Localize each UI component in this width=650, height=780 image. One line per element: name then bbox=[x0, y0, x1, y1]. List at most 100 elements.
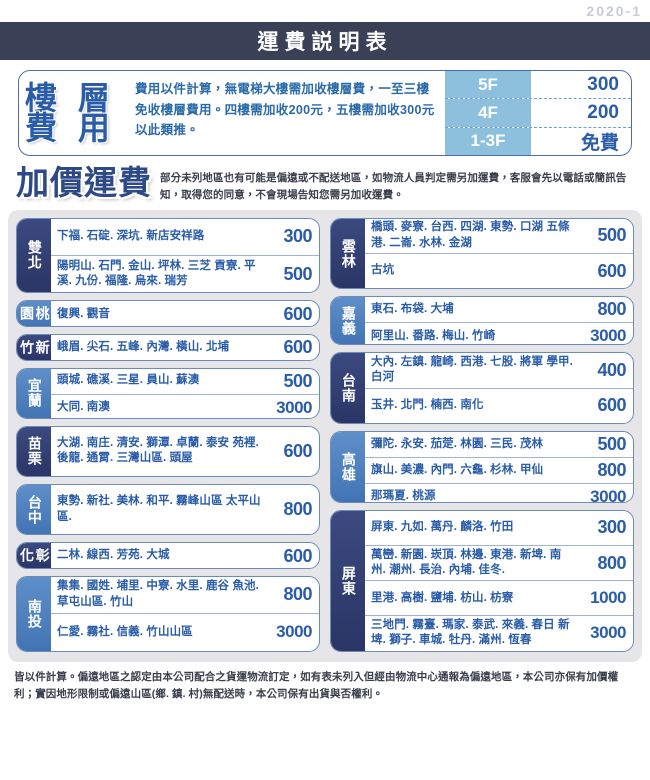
region-row: 橋頭. 麥寮. 台西. 四湖. 東勢. 口湖 五條港. 二崙. 水林. 金湖 50… bbox=[365, 219, 633, 255]
floor-price-value: 200 bbox=[587, 101, 619, 123]
region-price: 3000 bbox=[590, 326, 626, 346]
region-rows: 下福. 石碇. 深坑. 新店安祥路 300 陽明山. 石門. 金山. 坪林. 三芝 … bbox=[51, 219, 319, 293]
region-tab-label: 雲林 bbox=[331, 218, 365, 289]
region-row: 下福. 石碇. 深坑. 新店安祥路 300 bbox=[51, 219, 319, 256]
floor-fee-section: 樓 層 費 用 費用以件計算，無電梯大樓需加收樓層費，一至三樓免收樓層費用。四樓… bbox=[0, 60, 650, 160]
region-rows: 復興. 觀音 600 bbox=[51, 301, 319, 326]
region-card-新竹: 新竹 峨眉. 尖石. 五峰. 內灣. 橫山. 北埔 600 bbox=[16, 333, 320, 361]
region-row: 玉井. 北門. 楠西. 南化 600 bbox=[365, 389, 633, 423]
region-areas: 古坑 bbox=[371, 264, 395, 277]
region-price: 3000 bbox=[590, 486, 626, 503]
region-areas: 屏東. 九如. 萬丹. 麟洛. 竹田 bbox=[371, 521, 514, 534]
surcharge-note: 部分未列地區也有可能是偏遠或不配送地區，如物流人員判定需另加運費，客服會先以電話… bbox=[160, 172, 627, 201]
region-tab-label: 嘉義 bbox=[331, 297, 365, 345]
floor-fee-description: 費用以件計算，無電梯大樓需加收樓層費，一至三樓免收樓層費用。四樓需加收200元，… bbox=[135, 82, 435, 138]
region-price: 800 bbox=[283, 499, 312, 520]
region-row: 仁愛. 霧社. 信義. 竹山山區 3000 bbox=[51, 614, 319, 650]
region-column-right: 雲林 橋頭. 麥寮. 台西. 四湖. 東勢. 口湖 五條港. 二崙. 水林. 金湖… bbox=[330, 217, 634, 652]
date-marker: 2020-1 bbox=[586, 3, 642, 19]
region-row: 陽明山. 石門. 金山. 坪林. 三芝 貢寮. 平溪. 九份. 福隆. 烏來. … bbox=[51, 256, 319, 292]
region-areas: 大湖. 南庄. 清安. 獅潭. 卓蘭. 泰安 苑裡. 後龍. 通霄. 三灣山區.… bbox=[57, 436, 259, 465]
region-areas: 東石. 布袋. 大埔 bbox=[371, 303, 454, 316]
region-tab-label: 新竹 bbox=[17, 334, 51, 360]
region-price: 600 bbox=[597, 395, 626, 416]
region-card-南投: 南投 集集. 國姓. 埔里. 中寮. 水里. 鹿谷 魚池. 草屯山區. 竹山 800… bbox=[16, 575, 320, 652]
floor-fee-row: 4F 200 bbox=[445, 99, 631, 128]
floor-fee-row: 1-3F 免費 bbox=[445, 127, 631, 155]
region-areas: 大同. 南澳 bbox=[57, 400, 110, 413]
region-price: 500 bbox=[283, 263, 312, 284]
floor-level-label: 4F bbox=[445, 99, 531, 127]
region-areas: 集集. 國姓. 埔里. 中寮. 水里. 鹿谷 魚池. 草屯山區. 竹山 bbox=[57, 580, 259, 608]
region-price: 300 bbox=[597, 517, 626, 538]
region-card-嘉義: 嘉義 東石. 布袋. 大埔 800 阿里山. 番路. 梅山. 竹崎 3000 bbox=[330, 296, 634, 346]
region-areas: 阿里山. 番路. 梅山. 竹崎 bbox=[371, 329, 496, 342]
region-tab-label: 南投 bbox=[17, 576, 51, 651]
region-row: 屏東. 九如. 萬丹. 麟洛. 竹田 300 bbox=[365, 511, 633, 546]
region-price: 800 bbox=[597, 299, 626, 320]
region-tab-label: 台中 bbox=[17, 484, 51, 535]
region-areas: 陽明山. 石門. 金山. 坪林. 三芝 貢寮. 平溪. 九份. 福隆. 烏來. … bbox=[57, 259, 256, 288]
region-price: 600 bbox=[283, 303, 312, 324]
region-column-left: 雙北 下福. 石碇. 深坑. 新店安祥路 300 陽明山. 石門. 金山. 坪林. 三… bbox=[16, 217, 320, 652]
region-price: 500 bbox=[283, 370, 312, 391]
region-price: 1000 bbox=[590, 588, 626, 608]
surcharge-header: 加價運費 部分未列地區也有可能是偏遠或不配送地區，如物流人員判定需另加運費，客服… bbox=[0, 160, 650, 210]
page-title: 運費説明表 bbox=[257, 31, 393, 54]
region-rows: 屏東. 九如. 萬丹. 麟洛. 竹田 300 萬巒. 新園. 崁頂. 林邊. 東港.… bbox=[365, 511, 633, 651]
region-row: 萬巒. 新園. 崁頂. 林邊. 東港. 新埤. 南州. 潮州. 長治. 內埔. … bbox=[365, 546, 633, 582]
region-price: 800 bbox=[597, 552, 626, 573]
region-row: 大同. 南澳 3000 bbox=[51, 395, 319, 418]
floor-price-value: 免費 bbox=[580, 132, 619, 154]
region-card-雲林: 雲林 橋頭. 麥寮. 台西. 四湖. 東勢. 口湖 五條港. 二崙. 水林. 金湖… bbox=[330, 217, 634, 290]
region-row: 頭城. 礁溪. 三星. 員山. 蘇澳 500 bbox=[51, 369, 319, 395]
region-row: 里港. 高樹. 鹽埔. 枋山. 枋寮 1000 bbox=[365, 581, 633, 617]
region-card-高雄: 高雄 彌陀. 永安. 茄萣. 林園. 三民. 茂林 500 旗山. 美濃. 內門. 六… bbox=[330, 430, 634, 503]
region-areas: 萬巒. 新園. 崁頂. 林邊. 東港. 新埤. 南州. 潮州. 長治. 內埔. … bbox=[371, 548, 562, 577]
floor-level-label: 1-3F bbox=[445, 127, 531, 155]
region-rows: 大內. 左鎮. 龍崎. 西港. 七股. 將軍 學甲. 白河 400 玉井. 北門. … bbox=[365, 353, 633, 423]
region-row: 古坑 600 bbox=[365, 254, 633, 288]
region-card-彰化: 彰化 二林. 線西. 芳苑. 大城 600 bbox=[16, 542, 320, 569]
floor-price-value: 300 bbox=[587, 73, 619, 95]
region-panel: 雙北 下福. 石碇. 深坑. 新店安祥路 300 陽明山. 石門. 金山. 坪林. 三… bbox=[8, 209, 642, 662]
region-rows: 東勢. 新社. 美林. 和平. 霧峰山區 太平山區. 800 bbox=[51, 485, 319, 534]
region-price: 600 bbox=[283, 440, 312, 461]
region-card-台南: 台南 大內. 左鎮. 龍崎. 西港. 七股. 將軍 學甲. 白河 400 玉井. 北門… bbox=[330, 352, 634, 424]
region-price: 3000 bbox=[276, 622, 312, 642]
region-card-宜蘭: 宜蘭 頭城. 礁溪. 三星. 員山. 蘇澳 500 大同. 南澳 3000 bbox=[16, 367, 320, 419]
region-areas: 橋頭. 麥寮. 台西. 四湖. 東勢. 口湖 五條港. 二崙. 水林. 金湖 bbox=[371, 221, 570, 249]
region-rows: 集集. 國姓. 埔里. 中寮. 水里. 鹿谷 魚池. 草屯山區. 竹山 800 仁愛… bbox=[51, 577, 319, 651]
region-tab-label: 苗栗 bbox=[17, 426, 51, 476]
region-areas: 彌陀. 永安. 茄萣. 林園. 三民. 茂林 bbox=[371, 437, 544, 450]
region-areas: 旗山. 美濃. 內門. 六龜. 杉林. 甲仙 bbox=[371, 463, 544, 476]
region-areas: 東勢. 新社. 美林. 和平. 霧峰山區 太平山區. bbox=[57, 495, 261, 523]
region-areas: 頭城. 礁溪. 三星. 員山. 蘇澳 bbox=[57, 374, 200, 387]
region-row: 三地門. 霧臺. 瑪家. 泰武. 來義. 春日 新埤. 獅子. 車城. 牡丹. … bbox=[365, 616, 633, 650]
region-row: 二林. 線西. 芳苑. 大城 600 bbox=[51, 543, 319, 568]
region-card-苗栗: 苗栗 大湖. 南庄. 清安. 獅潭. 卓蘭. 泰安 苑裡. 後龍. 通霄. 三灣山… bbox=[16, 425, 320, 477]
surcharge-title: 加價運費 bbox=[16, 164, 152, 201]
region-row: 旗山. 美濃. 內門. 六龜. 杉林. 甲仙 800 bbox=[365, 458, 633, 484]
floor-fee-title-line2: 費 用 bbox=[25, 110, 116, 146]
region-price: 600 bbox=[597, 260, 626, 281]
region-rows: 大湖. 南庄. 清安. 獅潭. 卓蘭. 泰安 苑裡. 後龍. 通霄. 三灣山區.… bbox=[51, 427, 319, 476]
region-tab-label: 高雄 bbox=[331, 431, 365, 502]
region-rows: 二林. 線西. 芳苑. 大城 600 bbox=[51, 543, 319, 568]
region-rows: 東石. 布袋. 大埔 800 阿里山. 番路. 梅山. 竹崎 3000 bbox=[365, 297, 633, 344]
region-row: 大內. 左鎮. 龍崎. 西港. 七股. 將軍 學甲. 白河 400 bbox=[365, 353, 633, 389]
region-card-屏東: 屏東 屏東. 九如. 萬丹. 麟洛. 竹田 300 萬巒. 新園. 崁頂. 林邊. 東… bbox=[330, 509, 634, 652]
region-card-台中: 台中 東勢. 新社. 美林. 和平. 霧峰山區 太平山區. 800 bbox=[16, 483, 320, 536]
region-row: 峨眉. 尖石. 五峰. 內灣. 橫山. 北埔 600 bbox=[51, 335, 319, 360]
region-row: 彌陀. 永安. 茄萣. 林園. 三民. 茂林 500 bbox=[365, 432, 633, 458]
region-price: 3000 bbox=[276, 397, 312, 417]
region-areas: 仁愛. 霧社. 信義. 竹山山區 bbox=[57, 625, 193, 638]
floor-fee-row: 5F 300 bbox=[445, 71, 631, 100]
page-title-bar: 運費説明表 bbox=[0, 22, 650, 60]
region-price: 500 bbox=[597, 433, 626, 454]
region-areas: 大內. 左鎮. 龍崎. 西港. 七股. 將軍 學甲. 白河 bbox=[371, 355, 573, 384]
footer-disclaimer: 皆以件計算。偏遠地區之認定由本公司配合之貨運物流訂定，如有表未列入但經由物流中心… bbox=[14, 670, 619, 701]
region-rows: 頭城. 礁溪. 三星. 員山. 蘇澳 500 大同. 南澳 3000 bbox=[51, 369, 319, 418]
region-price: 3000 bbox=[590, 623, 626, 643]
region-price: 600 bbox=[283, 337, 312, 358]
